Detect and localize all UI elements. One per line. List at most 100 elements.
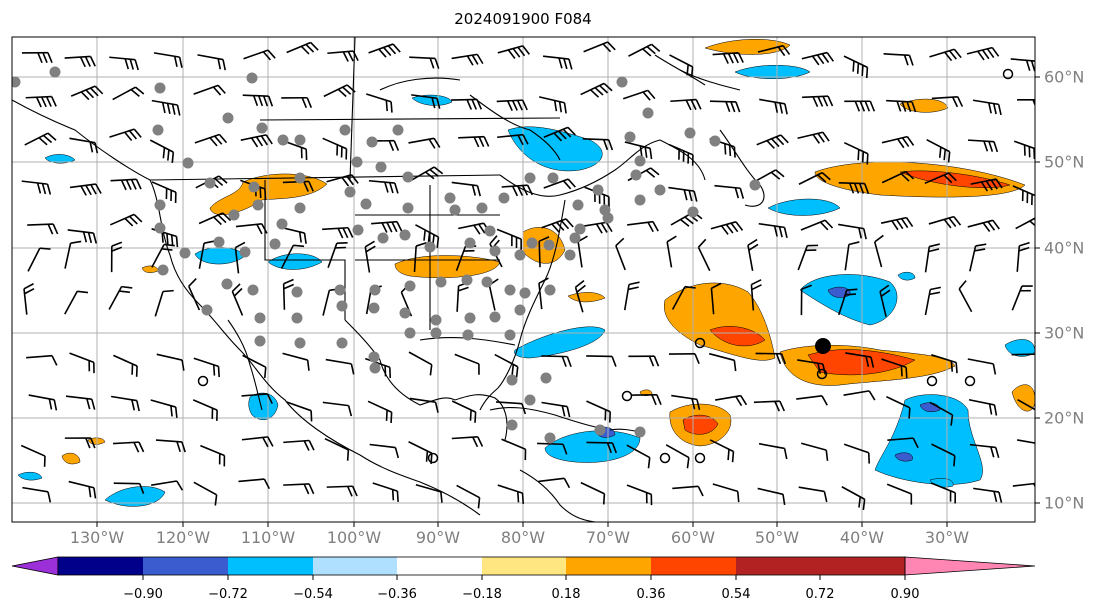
wind-barb xyxy=(323,84,356,98)
wind-barb xyxy=(845,352,875,368)
wind-barb xyxy=(25,95,57,108)
wind-barb xyxy=(967,358,997,375)
station-dot xyxy=(749,179,761,191)
station-dot xyxy=(624,131,636,143)
colorbar-tick-label: 0.90 xyxy=(890,587,920,602)
wind-barb xyxy=(538,96,567,114)
wind-barb xyxy=(622,89,656,101)
station-dot xyxy=(399,229,411,241)
wind-barb xyxy=(411,94,441,109)
longitude-label: 120°W xyxy=(155,528,211,547)
longitude-label: 100°W xyxy=(326,528,382,547)
wind-barb xyxy=(580,481,606,505)
wind-barb xyxy=(497,133,529,146)
wind-barb xyxy=(887,437,919,449)
negative-anomaly-region xyxy=(1004,339,1035,357)
wind-barb xyxy=(234,241,246,274)
wind-barb xyxy=(843,141,869,165)
wind-barb xyxy=(501,438,527,461)
station-dot xyxy=(179,247,191,259)
latitude-label: 10°N xyxy=(1044,493,1085,513)
wind-barb xyxy=(757,487,786,506)
wind-barb xyxy=(367,400,393,424)
wind-barb xyxy=(193,481,218,506)
wind-barb xyxy=(929,401,954,426)
colorbar-tick-label: 0.36 xyxy=(636,587,666,602)
latitude-label: 40°N xyxy=(1044,238,1085,258)
station-dot xyxy=(524,394,536,406)
wind-barb xyxy=(750,279,762,311)
wind-barb xyxy=(838,223,867,240)
colorbar-segment xyxy=(397,557,482,575)
negative-anomaly-region xyxy=(874,394,983,485)
wind-barb xyxy=(966,46,1000,61)
wind-barb xyxy=(665,444,690,469)
calm-circle xyxy=(621,390,633,402)
coastline xyxy=(519,469,596,522)
coastline xyxy=(344,319,456,406)
wind-barb xyxy=(322,137,348,160)
wind-barb xyxy=(798,486,828,503)
wind-barb xyxy=(624,141,653,160)
station-dot xyxy=(402,171,414,183)
axis-ticks xyxy=(96,76,1040,527)
station-dot xyxy=(392,124,404,136)
station-dot xyxy=(377,232,389,244)
wind-barb xyxy=(283,439,315,451)
wind-barbs xyxy=(20,41,1035,511)
negative-anomaly-region xyxy=(799,274,898,326)
station-dot xyxy=(430,327,442,339)
wind-barb xyxy=(838,288,858,316)
station-dot xyxy=(294,202,306,214)
wind-barb xyxy=(543,126,576,142)
wind-barb xyxy=(64,290,89,315)
wind-barb xyxy=(541,355,572,368)
wind-barb xyxy=(843,443,871,464)
wind-barb xyxy=(113,482,145,494)
wind-barb xyxy=(494,353,519,378)
station-dot xyxy=(519,287,531,299)
wind-barb xyxy=(802,95,834,107)
wind-barb xyxy=(747,238,759,271)
negative-anomaly-region xyxy=(544,430,641,463)
wind-barb xyxy=(586,441,618,454)
wind-barb xyxy=(542,55,573,70)
wind-barb xyxy=(969,443,1000,459)
station-dot xyxy=(634,426,646,438)
wind-barb xyxy=(154,289,174,317)
station-dot xyxy=(399,307,411,319)
station-dot xyxy=(449,204,461,216)
wind-barb xyxy=(326,485,358,497)
station-dot xyxy=(360,198,372,210)
wind-barb xyxy=(151,181,177,204)
station-dot xyxy=(642,107,654,119)
coastline xyxy=(379,77,461,91)
wind-barb xyxy=(69,352,95,374)
station-dot xyxy=(687,206,699,218)
wind-barb xyxy=(757,44,791,57)
station-dot xyxy=(294,134,306,146)
negative-anomaly-region xyxy=(767,198,841,216)
station-dot xyxy=(201,304,213,316)
wind-barb xyxy=(231,283,244,316)
station-dot xyxy=(204,177,216,189)
station-dot xyxy=(269,238,281,250)
wind-barb xyxy=(931,354,958,374)
calm-circle xyxy=(1002,68,1014,80)
station-dot xyxy=(222,112,234,124)
latitude-label: 30°N xyxy=(1044,323,1085,343)
wind-barb xyxy=(931,96,964,108)
station-dot xyxy=(544,284,556,296)
wind-barb xyxy=(626,444,651,469)
wind-barb xyxy=(451,181,481,197)
station-dot xyxy=(654,184,666,196)
station-dot xyxy=(276,218,288,230)
positive-anomaly-region xyxy=(394,255,501,279)
wind-barb xyxy=(841,486,866,511)
station-dot xyxy=(684,127,696,139)
station-dot xyxy=(49,66,61,78)
wind-barb xyxy=(409,56,440,69)
wind-barb xyxy=(1016,241,1030,272)
latitude-label: 60°N xyxy=(1044,67,1085,87)
map-title: 2024091900 F084 xyxy=(454,10,592,28)
